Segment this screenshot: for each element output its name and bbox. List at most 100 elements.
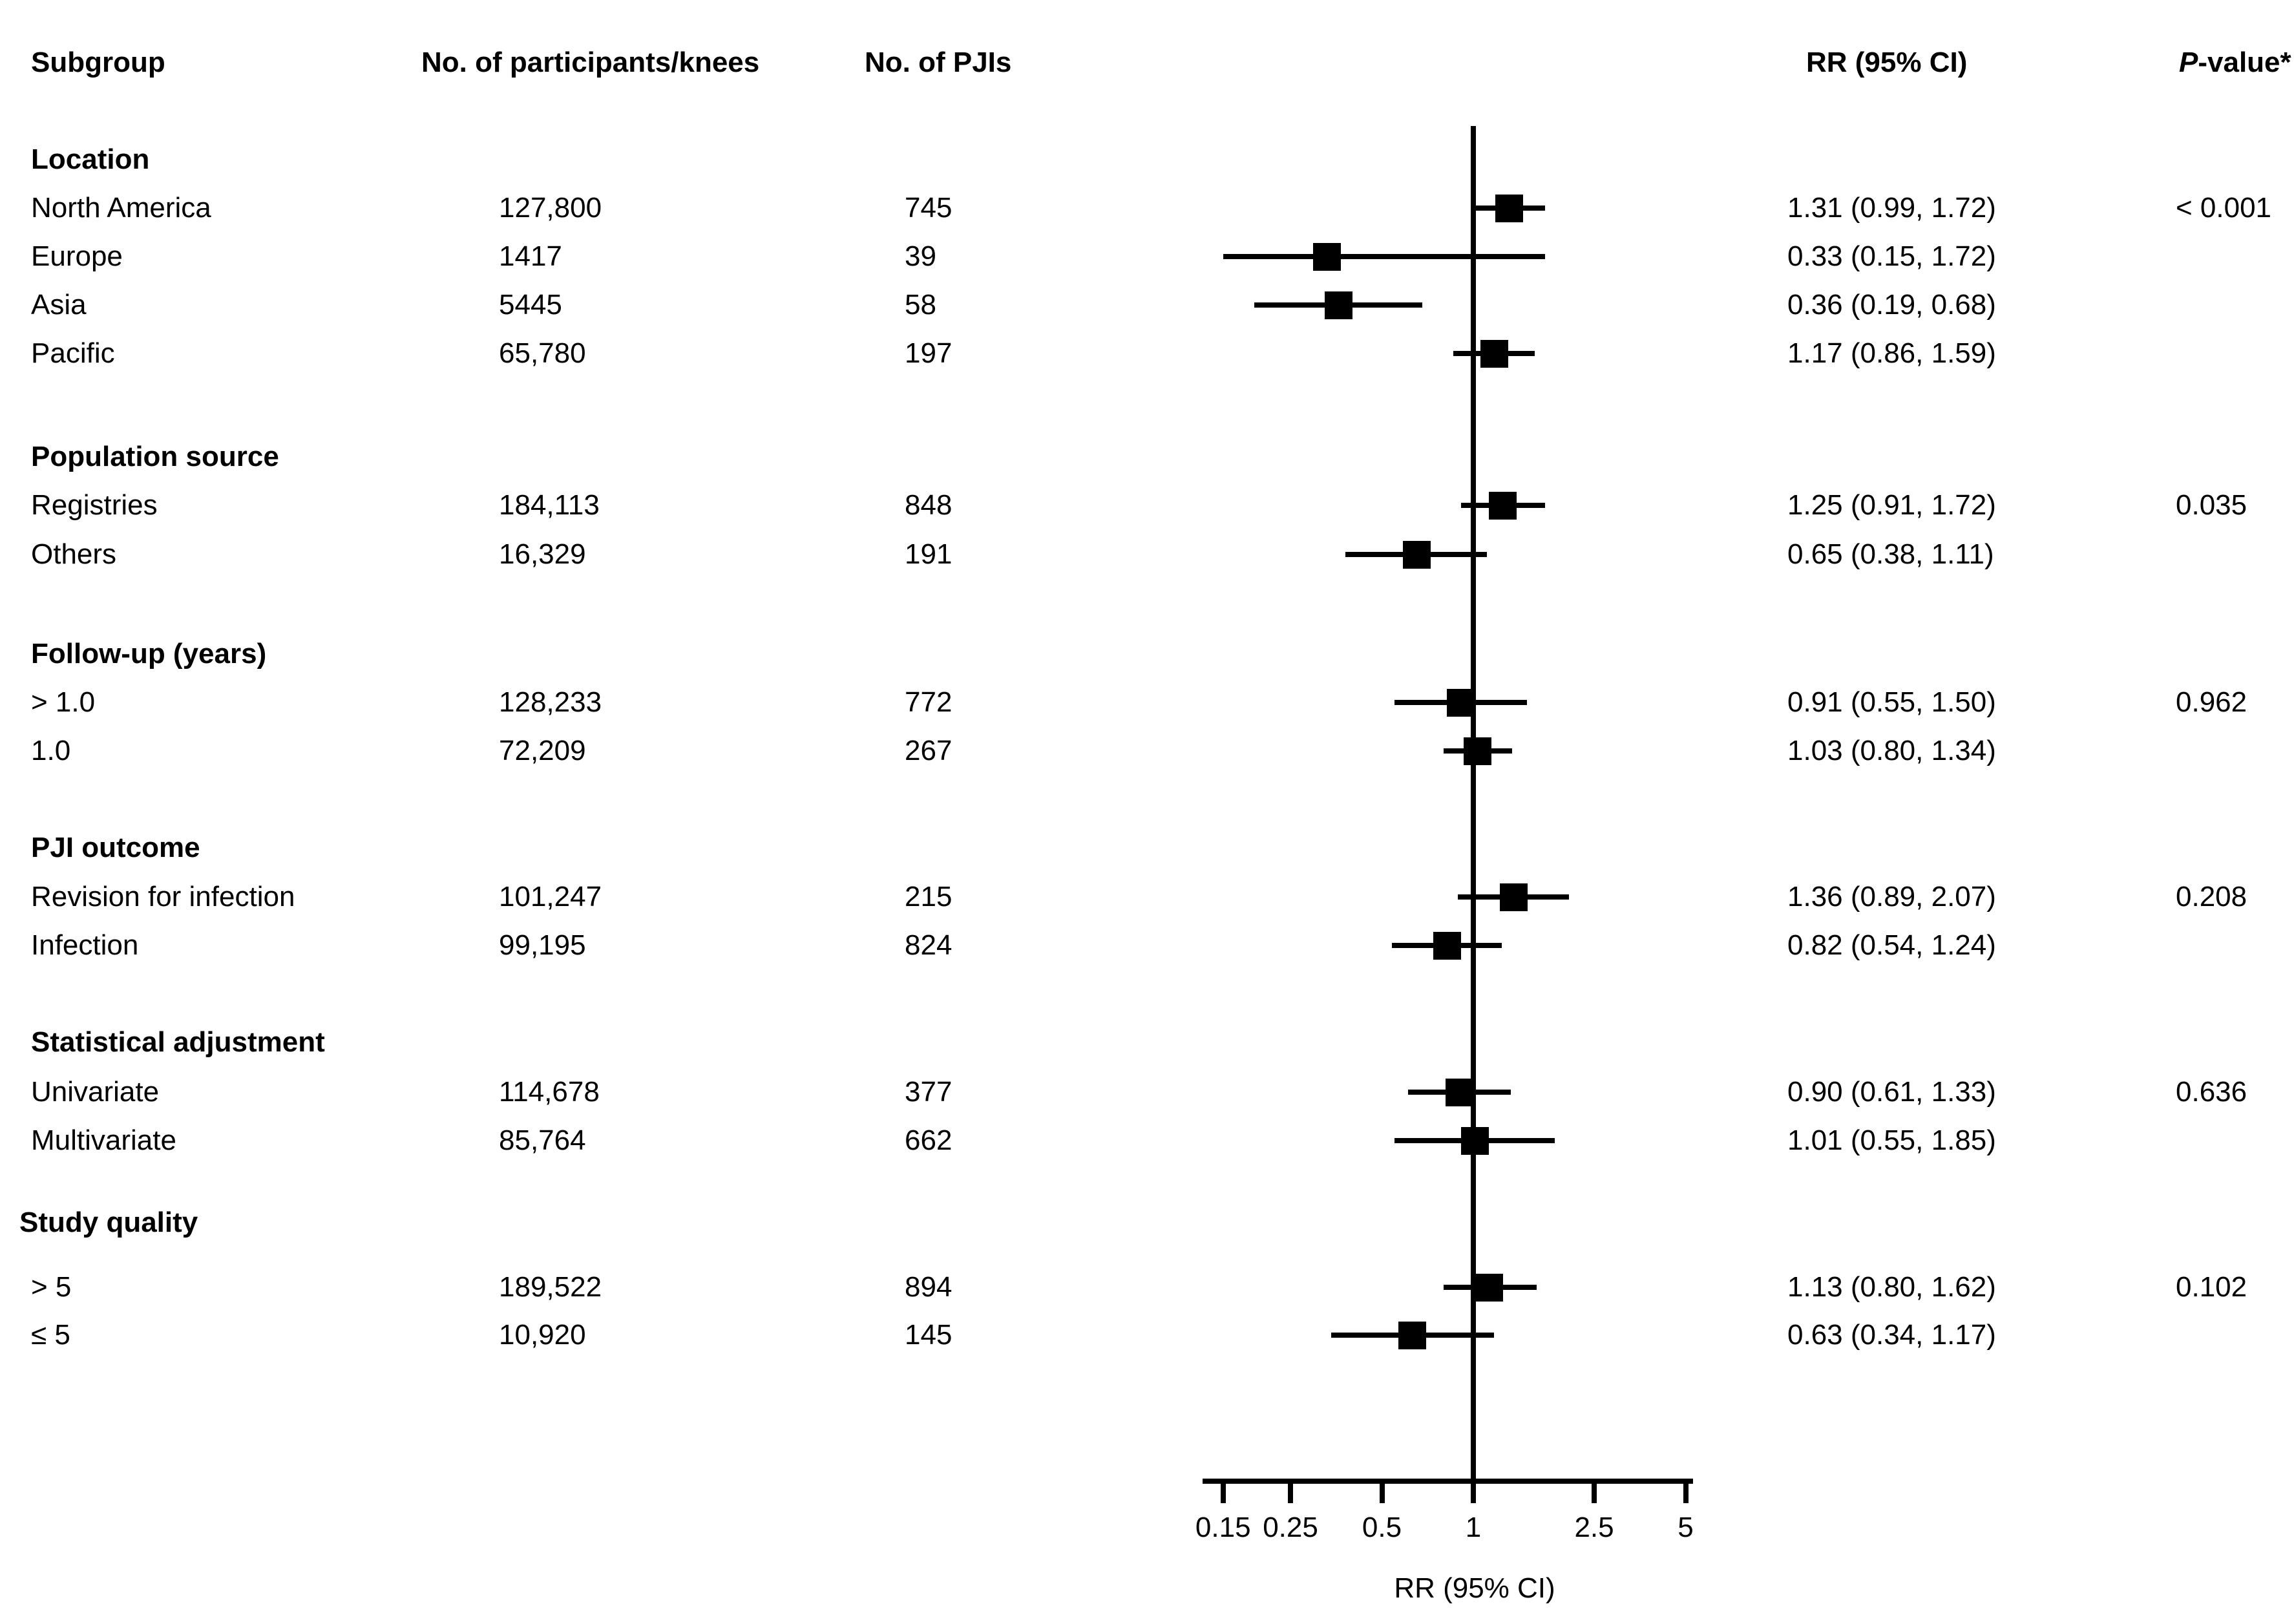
column-header-rr: RR (95% CI) — [1806, 47, 1968, 78]
rr-ci-text: 1.03 (0.80, 1.34) — [1787, 735, 1996, 766]
axis-tick-label: 2.5 — [1574, 1512, 1614, 1543]
section-title: PJI outcome — [31, 832, 200, 863]
column-header-participants: No. of participants/knees — [421, 47, 760, 78]
row-label: Others — [31, 538, 117, 570]
point-marker — [1475, 1273, 1504, 1302]
pjis-value: 58 — [905, 289, 936, 321]
participants-value: 128,233 — [499, 686, 602, 718]
p-value-text: 0.636 — [2176, 1076, 2247, 1108]
row-label: Infection — [31, 929, 139, 961]
point-marker — [1463, 737, 1491, 765]
pjis-value: 772 — [905, 686, 952, 718]
x-axis-title: RR (95% CI) — [1394, 1572, 1555, 1604]
p-value-text: 0.962 — [2176, 686, 2247, 718]
participants-value: 10,920 — [499, 1319, 586, 1351]
point-marker — [1445, 1078, 1473, 1106]
section-title: Follow-up (years) — [31, 638, 267, 670]
axis-tick — [1592, 1481, 1597, 1503]
pjis-value: 191 — [905, 538, 952, 570]
p-value-text: 0.208 — [2176, 881, 2247, 912]
axis-tick — [1379, 1481, 1385, 1503]
rr-ci-text: 1.13 (0.80, 1.62) — [1787, 1271, 1996, 1303]
participants-value: 184,113 — [499, 489, 600, 521]
participants-value: 16,329 — [499, 538, 586, 570]
pjis-value: 824 — [905, 929, 952, 961]
participants-value: 101,247 — [499, 881, 602, 912]
pjis-value: 662 — [905, 1124, 952, 1156]
row-label: Pacific — [31, 337, 115, 369]
point-marker — [1433, 931, 1461, 960]
rr-ci-text: 0.63 (0.34, 1.17) — [1787, 1319, 1996, 1351]
axis-tick-label: 5 — [1678, 1512, 1694, 1543]
axis-tick-label: 0.5 — [1362, 1512, 1402, 1543]
pjis-value: 145 — [905, 1319, 952, 1351]
rr-ci-text: 1.36 (0.89, 2.07) — [1787, 881, 1996, 912]
rr-ci-text: 1.01 (0.55, 1.85) — [1787, 1124, 1996, 1156]
column-header-pvalue-rest: -value* — [2198, 47, 2291, 78]
axis-tick-label: 0.25 — [1263, 1512, 1318, 1543]
participants-value: 85,764 — [499, 1124, 586, 1156]
row-label: 1.0 — [31, 735, 71, 766]
axis-tick — [1471, 1481, 1476, 1503]
column-header-pvalue: P-value* — [2179, 47, 2291, 79]
rr-ci-text: 0.65 (0.38, 1.11) — [1787, 538, 1994, 570]
point-marker — [1398, 1321, 1427, 1349]
point-marker — [1495, 194, 1523, 222]
pjis-value: 377 — [905, 1076, 952, 1108]
p-value-text: 0.102 — [2176, 1271, 2247, 1303]
point-marker — [1402, 540, 1431, 569]
row-label: North America — [31, 192, 211, 224]
point-marker — [1480, 339, 1508, 368]
row-label: Registries — [31, 489, 158, 521]
axis-tick — [1683, 1481, 1689, 1503]
row-label: Asia — [31, 289, 87, 321]
point-marker — [1500, 883, 1528, 911]
pjis-value: 745 — [905, 192, 952, 224]
column-header-subgroup: Subgroup — [31, 47, 165, 78]
row-label: > 1.0 — [31, 686, 96, 718]
rr-ci-text: 0.36 (0.19, 0.68) — [1787, 289, 1996, 321]
rr-ci-text: 0.90 (0.61, 1.33) — [1787, 1076, 1996, 1108]
row-label: Revision for infection — [31, 881, 295, 912]
participants-value: 5445 — [499, 289, 562, 321]
pjis-value: 197 — [905, 337, 952, 369]
rr-ci-text: 0.91 (0.55, 1.50) — [1787, 686, 1996, 718]
column-header-pjis: No. of PJIs — [865, 47, 1012, 78]
rr-ci-text: 1.17 (0.86, 1.59) — [1787, 337, 1996, 369]
point-marker — [1447, 688, 1475, 717]
rr-ci-text: 0.82 (0.54, 1.24) — [1787, 929, 1996, 961]
pjis-value: 848 — [905, 489, 952, 521]
pjis-value: 39 — [905, 240, 936, 272]
point-marker — [1324, 291, 1352, 319]
row-label: > 5 — [31, 1271, 72, 1303]
reference-line-rr1 — [1471, 126, 1476, 1484]
section-title: Study quality — [19, 1207, 198, 1238]
participants-value: 189,522 — [499, 1271, 602, 1303]
column-header-pvalue-p: P — [2179, 47, 2198, 78]
point-marker — [1313, 242, 1342, 271]
axis-tick — [1220, 1481, 1226, 1503]
pjis-value: 215 — [905, 881, 952, 912]
rr-ci-text: 1.25 (0.91, 1.72) — [1787, 489, 1996, 521]
row-label: Europe — [31, 240, 123, 272]
axis-tick-label: 0.15 — [1195, 1512, 1251, 1543]
section-title: Statistical adjustment — [31, 1026, 325, 1058]
row-label: ≤ 5 — [31, 1319, 70, 1351]
point-marker — [1460, 1126, 1489, 1155]
participants-value: 99,195 — [499, 929, 586, 961]
participants-value: 1417 — [499, 240, 562, 272]
x-axis-line — [1203, 1479, 1693, 1484]
p-value-text: 0.035 — [2176, 489, 2247, 521]
rr-ci-text: 0.33 (0.15, 1.72) — [1787, 240, 1996, 272]
row-label: Univariate — [31, 1076, 160, 1108]
pjis-value: 267 — [905, 735, 952, 766]
section-title: Location — [31, 143, 150, 175]
axis-tick-label: 1 — [1465, 1512, 1482, 1543]
participants-value: 65,780 — [499, 337, 586, 369]
p-value-text: < 0.001 — [2176, 192, 2272, 224]
participants-value: 72,209 — [499, 735, 586, 766]
section-title: Population source — [31, 441, 279, 472]
participants-value: 127,800 — [499, 192, 602, 224]
rr-ci-text: 1.31 (0.99, 1.72) — [1787, 192, 1996, 224]
